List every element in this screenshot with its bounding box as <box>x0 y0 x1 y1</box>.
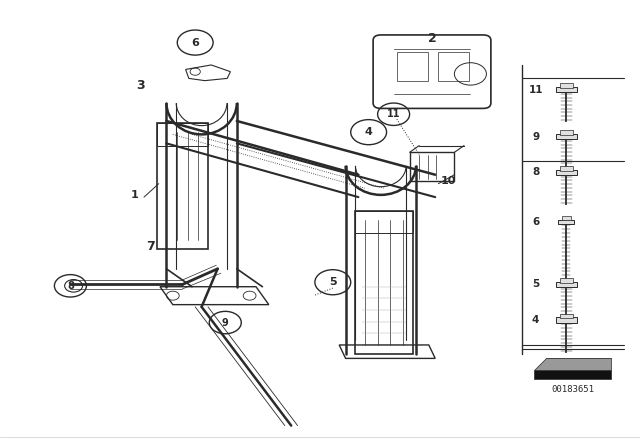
Text: 2: 2 <box>428 31 436 45</box>
Bar <box>438 52 469 81</box>
Bar <box>556 170 577 175</box>
Bar <box>355 211 413 354</box>
Text: 7: 7 <box>146 240 155 253</box>
Text: 8: 8 <box>67 281 74 291</box>
Text: 3: 3 <box>136 78 145 92</box>
Text: 00183651: 00183651 <box>551 385 595 394</box>
Bar <box>560 278 573 283</box>
Bar <box>561 216 572 220</box>
Text: 11: 11 <box>529 85 543 95</box>
Bar <box>560 83 573 88</box>
Bar <box>560 166 573 171</box>
Text: 1: 1 <box>131 190 138 200</box>
Bar <box>556 87 577 92</box>
Bar <box>556 282 577 287</box>
Text: 8: 8 <box>532 168 540 177</box>
Bar <box>410 152 454 181</box>
Text: 4: 4 <box>365 127 372 137</box>
Bar <box>556 134 577 139</box>
Bar <box>397 52 428 81</box>
Polygon shape <box>534 358 611 370</box>
Text: 9: 9 <box>532 132 540 142</box>
Text: 5: 5 <box>532 280 540 289</box>
Text: 6: 6 <box>191 38 199 47</box>
Text: 10: 10 <box>440 177 456 186</box>
Bar <box>534 370 611 379</box>
Text: 9: 9 <box>222 318 228 327</box>
Text: 6: 6 <box>532 217 540 227</box>
Bar <box>355 211 413 233</box>
Bar <box>558 220 575 224</box>
Text: 5: 5 <box>329 277 337 287</box>
Text: 4: 4 <box>532 315 540 325</box>
Bar <box>556 318 577 323</box>
Bar <box>157 123 208 146</box>
Bar <box>157 123 208 249</box>
Bar <box>560 314 573 319</box>
Bar <box>560 130 573 135</box>
Text: 11: 11 <box>387 109 401 119</box>
